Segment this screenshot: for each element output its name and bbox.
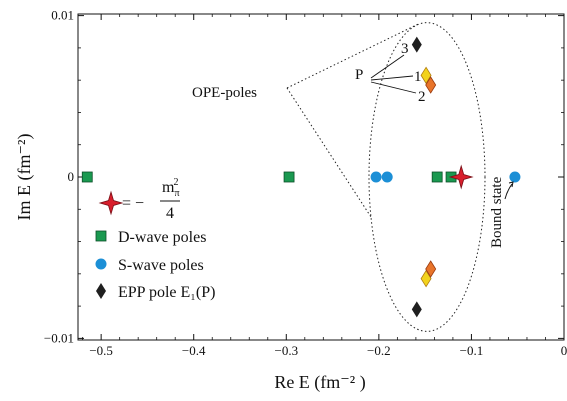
bound-state-label: Bound state <box>489 176 505 248</box>
legend-epp-entry: EPP pole E₁(P) <box>96 283 215 301</box>
leader-line-1 <box>370 75 414 81</box>
ope-poles-label: OPE-poles <box>192 85 257 101</box>
legend-swave-label: S-wave poles <box>118 257 204 274</box>
leader-line-2 <box>370 81 417 94</box>
x-tick-label: −0.3 <box>274 343 298 358</box>
y-tick-label: 0 <box>68 169 75 184</box>
y-axis-title: Im E (fm⁻²) <box>14 134 35 221</box>
legend-star-num-sub: π <box>174 188 179 199</box>
x-axis-title: Re E (fm⁻² ) <box>274 372 365 393</box>
ope-pole-marker <box>420 269 432 288</box>
legend-star-num-sup: 2 <box>174 177 179 188</box>
x-tick-label: −0.2 <box>367 343 391 358</box>
legend-epp-label: EPP pole E₁(P) <box>118 284 215 301</box>
y-tick-label: 0.01 <box>51 8 74 23</box>
ope-poles-ellipse <box>368 22 486 332</box>
label-3: 3 <box>401 41 409 57</box>
epp-pole-marker <box>411 301 422 318</box>
y-axis-ticks: −0.01 0 0.01 <box>44 8 564 345</box>
legend-star-prefix: = − <box>122 195 144 212</box>
x-axis-ticks: −0.5 −0.4 −0.3 −0.2 −0.1 0 <box>82 14 567 358</box>
x-tick-label: −0.5 <box>89 343 113 358</box>
swave-pole-marker <box>370 171 382 183</box>
square-icon <box>95 230 107 242</box>
bound-state-arrow <box>504 183 513 200</box>
epp-pole-marker <box>411 36 422 53</box>
star-icon <box>98 190 124 216</box>
x-tick-label: 0 <box>561 343 567 358</box>
legend: = − mπ2 4 D-wave poles S-wave poles EPP … <box>95 177 215 301</box>
swave-pole-marker <box>509 171 521 183</box>
legend-star-numerator: mπ2 <box>162 177 180 199</box>
leader-line-3 <box>370 54 405 79</box>
legend-star-num-m: m <box>162 179 175 196</box>
y-tick-label: −0.01 <box>44 330 74 345</box>
diamond-icon <box>96 283 106 299</box>
threshold-star-marker <box>448 164 474 190</box>
label-1: 1 <box>414 69 422 85</box>
dwave-pole-marker <box>81 171 93 183</box>
swave-pole-marker <box>381 171 393 183</box>
legend-star-denominator: 4 <box>166 205 174 222</box>
legend-star-entry: = − mπ2 4 <box>98 177 180 222</box>
ope-pole-marker <box>420 66 432 85</box>
legend-dwave-entry: D-wave poles <box>95 229 206 246</box>
circle-icon <box>95 258 107 270</box>
legend-swave-entry: S-wave poles <box>95 257 204 274</box>
label-2: 2 <box>418 89 426 105</box>
ope-callout-line-upper <box>286 23 420 89</box>
x-tick-label: −0.4 <box>182 343 206 358</box>
ope-poles-region: OPE-poles <box>192 22 486 332</box>
p-label: P <box>355 67 363 83</box>
ope-callout-line-lower <box>286 87 372 218</box>
data-markers <box>81 36 521 318</box>
bound-state-annotation: Bound state <box>489 176 514 248</box>
p-annotation: P 3 1 2 <box>355 41 426 105</box>
legend-dwave-label: D-wave poles <box>118 229 206 246</box>
ope-pole-marker <box>425 76 437 94</box>
dwave-pole-marker <box>283 171 295 183</box>
x-tick-label: −0.1 <box>460 343 484 358</box>
ope-pole-marker <box>425 260 437 278</box>
bound-state-arrowhead <box>508 181 514 188</box>
dwave-pole-marker <box>431 171 443 183</box>
